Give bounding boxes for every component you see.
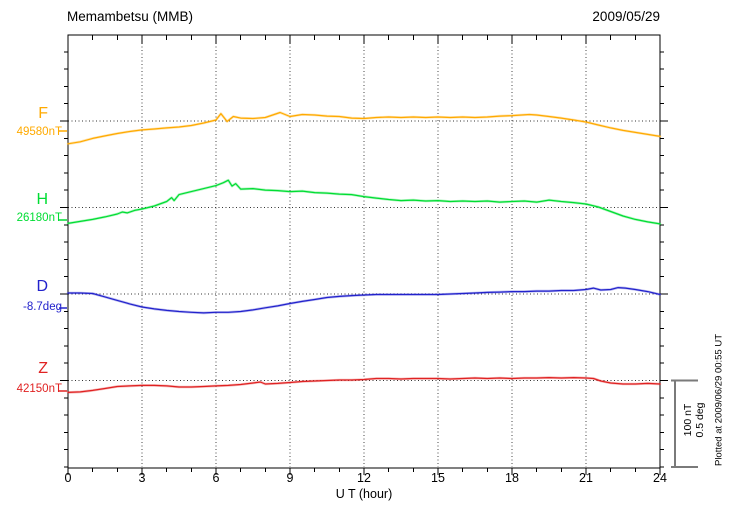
x-tick-label: 12 <box>357 471 371 485</box>
trace-label-D: D <box>36 278 48 295</box>
trace-value-D: -8.7deg <box>22 301 62 313</box>
station-title: Memambetsu (MMB) <box>67 9 194 24</box>
x-tick-label: 0 <box>64 471 72 485</box>
trace-value-Z: 42150nT <box>16 383 62 395</box>
plotted-at-note: Plotted at 2009/06/29 00:55 UT <box>713 333 725 467</box>
x-tick-label: 24 <box>653 471 667 485</box>
trace-value-F: 49580nT <box>16 126 62 138</box>
x-tick-label: 18 <box>505 471 519 485</box>
x-tick-label: 21 <box>579 471 593 485</box>
scale-bar-label-deg: 0.5 deg <box>694 402 706 438</box>
trace-Z <box>67 377 661 393</box>
trace-D <box>67 287 661 314</box>
trace-F <box>67 111 661 145</box>
x-axis-label: U T (hour) <box>335 487 393 501</box>
x-tick-label: 9 <box>286 471 294 485</box>
trace-label-H: H <box>36 191 48 208</box>
x-tick-label: 6 <box>212 471 220 485</box>
trace-H <box>67 179 661 225</box>
trace-label-F: F <box>38 105 48 122</box>
x-tick-label: 15 <box>431 471 445 485</box>
trace-value-H: 26180nT <box>16 212 62 224</box>
scale-bar-label: 100 nT 0.5 deg <box>682 402 706 437</box>
plot-date: 2009/05/29 <box>592 9 660 24</box>
x-tick-label: 3 <box>138 471 146 485</box>
trace-label-Z: Z <box>38 360 48 377</box>
scale-bar-label-nt: 100 nT <box>682 403 694 437</box>
